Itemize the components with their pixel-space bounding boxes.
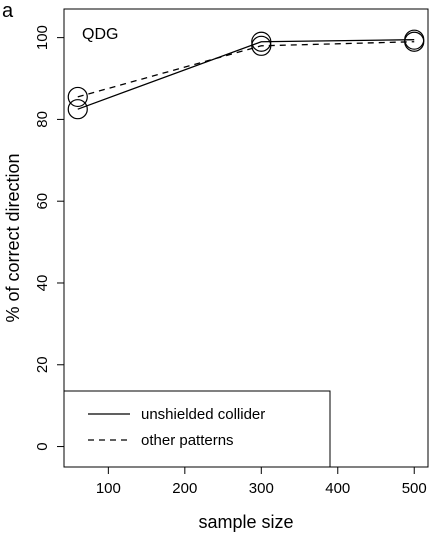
- x-tick-label-400: 400: [325, 480, 350, 497]
- legend-label-other-patterns: other patterns: [141, 432, 234, 449]
- chart-title: QDG: [82, 26, 118, 43]
- y-tick-label-60: 60: [34, 193, 51, 210]
- y-tick-label-20: 20: [34, 356, 51, 373]
- point-other-patterns-300: [251, 35, 272, 56]
- point-other-patterns-60: [67, 86, 88, 108]
- legend: unshielded collider other patterns: [63, 390, 331, 468]
- y-tick-label-0: 0: [34, 442, 51, 450]
- y-tick-label-80: 80: [34, 111, 51, 128]
- panel-label: a: [2, 0, 14, 22]
- x-axis-label: sample size: [198, 512, 293, 532]
- x-tick-label-500: 500: [402, 480, 427, 497]
- y-tick-label-100: 100: [34, 25, 51, 50]
- x-tick-label-300: 300: [249, 480, 274, 497]
- point-unshielded-collider-60: [67, 99, 88, 120]
- y-axis: 0 20 40 60 80 100: [34, 25, 64, 451]
- y-axis-label: % of correct direction: [3, 153, 23, 322]
- x-axis: 100 200 300 400 500: [96, 467, 427, 497]
- series-line-other-patterns: [77, 41, 415, 98]
- series-layer: [67, 29, 425, 120]
- legend-box: [63, 390, 331, 468]
- x-tick-label-100: 100: [96, 480, 121, 497]
- y-tick-label-40: 40: [34, 275, 51, 292]
- point-unshielded-collider-300: [251, 31, 272, 52]
- point-other-patterns-500: [404, 31, 425, 52]
- x-tick-label-200: 200: [172, 480, 197, 497]
- legend-label-unshielded-collider: unshielded collider: [141, 406, 265, 423]
- series-line-unshielded-collider: [77, 39, 415, 110]
